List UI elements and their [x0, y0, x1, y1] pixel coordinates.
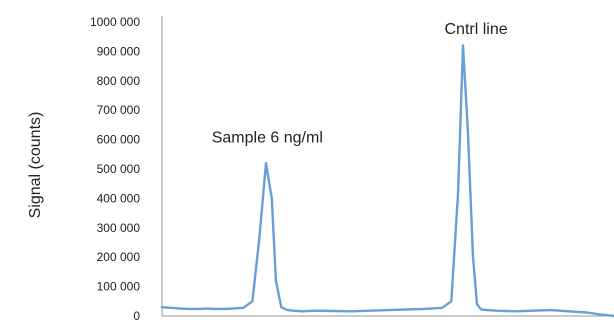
y-tick-label: 400 000: [97, 191, 141, 205]
y-tick-label: 100 000: [97, 280, 141, 294]
y-axis-label: Signal (counts): [27, 112, 44, 219]
series-line: [160, 44, 614, 318]
annotation-label: Cntrl line: [445, 21, 508, 38]
y-tick-label: 200 000: [97, 250, 141, 264]
y-tick-label: 800 000: [97, 74, 141, 88]
y-tick-label: 600 000: [97, 133, 141, 147]
y-axis-ticks: 0 100 000 200 000 300 000 400 000 500 000 600 …: [90, 15, 141, 323]
y-tick-label: 700 000: [97, 103, 141, 117]
annotation-label: Sample 6 ng/ml: [212, 130, 323, 147]
y-tick-label: 900 000: [97, 44, 141, 58]
series-layer: [160, 44, 614, 318]
y-tick-label: 500 000: [97, 162, 141, 176]
y-tick-label: 300 000: [97, 221, 141, 235]
annotation-layer: Sample 6 ng/ml Cntrl line: [212, 21, 508, 147]
y-tick-label: 0: [133, 309, 140, 320]
y-tick-label: 1000 000: [90, 15, 140, 29]
